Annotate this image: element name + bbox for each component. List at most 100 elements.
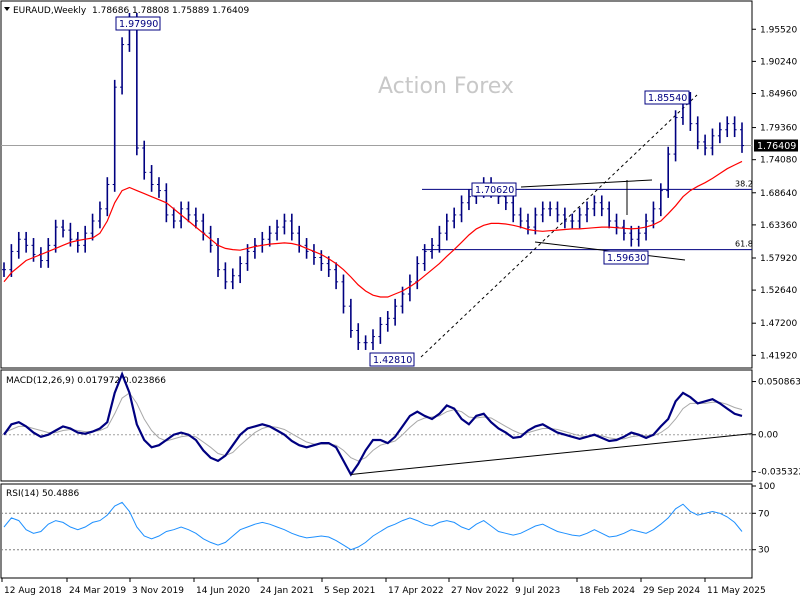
last-price-tag-bg <box>754 139 798 152</box>
price-callout: 1.42810 <box>369 352 415 367</box>
rsi-line <box>3 501 743 551</box>
price-bar <box>326 256 331 277</box>
ohlc-high: 1.78808 <box>132 6 169 16</box>
price-bar <box>61 219 66 238</box>
macd-axis-label: 0.050863 <box>758 378 800 388</box>
rsi-axis-label: 30 <box>758 546 770 556</box>
time-axis-label: 24 Mar 2019 <box>69 586 126 596</box>
price-callout-box <box>603 250 649 265</box>
price-bar <box>540 201 545 223</box>
price-bar <box>341 274 346 314</box>
fib-level-label: 38.2 <box>735 179 753 188</box>
price-bar <box>732 116 737 138</box>
axes: 1.95520 1.90240 1.84960 1.79360 1.74080 1.686… <box>1 25 800 596</box>
price-bar <box>186 201 191 223</box>
price-bar <box>725 116 730 138</box>
price-bar <box>112 79 117 192</box>
price-callout-label: 1.70620 <box>475 185 514 196</box>
price-bar <box>555 201 560 223</box>
price-bar <box>444 213 449 241</box>
price-bar <box>695 116 700 150</box>
price-bar <box>525 213 530 235</box>
price-bar <box>223 262 228 290</box>
price-callout-label: 1.97990 <box>119 19 158 30</box>
macd-axis-label: 0.00 <box>758 431 778 441</box>
price-callout-box <box>369 352 415 367</box>
price-bar <box>371 329 375 350</box>
time-axis-label: 5 Sep 2021 <box>324 586 375 596</box>
price-callout: 1.85540 <box>644 90 690 105</box>
triangle-down-icon[interactable] <box>4 7 10 11</box>
macd-plot <box>1 371 753 477</box>
price-axis-label: 1.74080 <box>760 156 797 166</box>
time-axis-label: 29 Sep 2024 <box>643 586 700 596</box>
price-bar <box>105 177 110 217</box>
price-axis-label: 1.84960 <box>760 89 797 99</box>
price-bar <box>334 262 339 290</box>
time-axis-label: 3 Nov 2019 <box>132 586 184 596</box>
price-bar <box>407 274 412 302</box>
last-price-tag: 1.76409 <box>754 139 798 152</box>
symbol-title: EURAUD,Weekly <box>13 6 87 16</box>
price-bar <box>230 268 235 290</box>
price-bar <box>348 298 353 338</box>
price-bar <box>385 311 390 332</box>
price-bar <box>319 250 324 271</box>
price-bar <box>570 213 575 229</box>
macd-panel-frame <box>0 369 753 482</box>
price-bar <box>599 195 604 217</box>
price-bar <box>46 238 51 268</box>
price-bar <box>282 213 287 235</box>
macd-header: MACD(12,26,9) 0.017972 0.023866 <box>6 376 166 386</box>
rsi-axis-label: 70 <box>758 509 770 519</box>
time-axis-label: 9 Jul 2023 <box>515 586 560 596</box>
price-bar <box>466 189 471 211</box>
price-bar <box>518 207 523 229</box>
price-bar <box>120 37 125 95</box>
time-axis-label: 17 Apr 2022 <box>388 586 444 596</box>
price-axis-label: 1.41920 <box>760 351 797 361</box>
price-axis-label: 1.57920 <box>760 254 797 264</box>
price-bar <box>378 317 383 344</box>
time-axis-label: 18 Feb 2024 <box>579 586 635 596</box>
price-bar <box>16 231 21 259</box>
rsi-header: RSI(14) 50.4886 <box>6 489 79 499</box>
price-bar <box>430 238 435 259</box>
rsi-panel-frame <box>0 483 753 579</box>
price-bar <box>252 238 257 259</box>
price-bar <box>97 201 102 229</box>
moving-average-line <box>3 160 743 298</box>
price-bar <box>289 213 294 241</box>
rsi-axis-label: 100 <box>758 482 775 492</box>
price-callout-box <box>644 90 690 105</box>
price-axis-label: 1.52640 <box>760 286 797 296</box>
price-bar <box>592 195 597 217</box>
price-bar <box>53 219 58 253</box>
price-bar <box>156 177 161 198</box>
price-bar <box>607 201 612 229</box>
price-bar <box>275 219 280 241</box>
trendline <box>520 179 653 188</box>
price-bar <box>673 110 678 162</box>
price-bar <box>238 256 243 284</box>
price-bar <box>437 225 442 253</box>
price-bar <box>193 207 198 229</box>
price-callout: 1.70620 <box>471 182 517 197</box>
ohlc-low: 1.75889 <box>172 6 209 16</box>
price-axis-label: 1.47200 <box>760 319 797 329</box>
price-bar <box>24 231 29 253</box>
price-axis-label: 1.95520 <box>760 25 797 35</box>
price-axis-label: 1.90240 <box>760 57 797 67</box>
price-bar <box>636 225 641 247</box>
price-bar <box>393 298 398 326</box>
price-bar <box>90 213 95 241</box>
price-axis-label: 1.79360 <box>760 124 797 134</box>
time-axis-label: 11 May 2025 <box>707 586 766 596</box>
price-bar <box>267 225 272 247</box>
price-callout-box <box>471 182 517 197</box>
price-bar <box>2 262 6 277</box>
price-bar <box>422 244 427 271</box>
price-bar <box>171 207 176 229</box>
price-bar <box>577 207 582 229</box>
price-bar <box>658 183 663 217</box>
